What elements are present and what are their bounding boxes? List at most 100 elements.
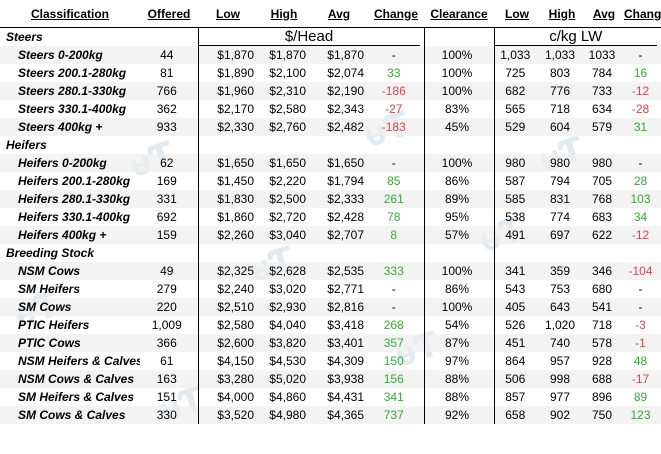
row-classification: NSM Heifers & Calves	[18, 354, 140, 368]
row-low-ckg: 585	[494, 190, 540, 208]
row-change-head: 33	[368, 64, 425, 82]
row-low-head: $2,600	[197, 334, 258, 352]
table-row: Heifers 0-200kg 62 $1,650 $1,650 $1,650-100%…	[0, 154, 661, 172]
row-change-head: 357	[368, 334, 425, 352]
section-header-row: Heifers	[0, 136, 661, 154]
row-avg-head: $2,535	[310, 262, 368, 280]
row-low-head: $1,860	[197, 208, 258, 226]
row-change-head: -186	[368, 82, 425, 100]
row-high-head: $3,020	[269, 282, 306, 296]
row-avg-head: $3,401	[310, 334, 368, 352]
row-offered: 81	[140, 64, 199, 82]
row-high-head: $2,628	[258, 262, 310, 280]
row-change-head: 261	[368, 190, 425, 208]
section-header-row: Steers $/Head c/kg LW	[0, 27, 661, 46]
col-header-clearance: Clearance	[424, 0, 494, 28]
row-change-head: 85	[368, 172, 425, 190]
row-high-ckg: 831	[540, 190, 584, 208]
section-spacer	[197, 244, 425, 262]
row-high-head: $4,860	[269, 390, 306, 404]
row-avg-head: $4,309	[327, 354, 364, 368]
row-avg-ckg: 622	[584, 226, 624, 244]
row-clearance: 88%	[424, 370, 495, 388]
col-header-high-ckg: High	[540, 0, 584, 28]
row-change-ckg: 48	[633, 354, 648, 368]
row-change-head: 150	[368, 352, 425, 370]
row-high-ckg: 359	[540, 262, 584, 280]
row-offered: 692	[140, 208, 199, 226]
col-header-avg-ckg: Avg	[584, 0, 624, 28]
row-low-head: $3,520	[197, 406, 258, 424]
row-high-ckg: 753	[549, 282, 571, 296]
table-row: NSM Heifers & Calves 61 $4,150 $4,530 $4,309…	[0, 352, 661, 370]
row-clearance: 83%	[424, 100, 495, 118]
col-header-change-ckg: Change	[624, 0, 661, 28]
row-low-head: $4,150	[197, 352, 258, 370]
row-avg-head: $1,650	[310, 154, 368, 172]
table-row: Heifers 200.1-280kg 169 $1,450 $2,220 $1,794…	[0, 172, 661, 190]
section-spacer	[140, 27, 199, 46]
row-clearance: 100%	[424, 46, 495, 64]
table-row: Steers 200.1-280kg 81 $1,890 $2,100 $2,074 33…	[0, 64, 661, 82]
section-header-row: Breeding Stock	[0, 244, 661, 262]
row-change-ckg: 34	[633, 210, 648, 224]
row-offered: 331	[140, 190, 199, 208]
row-high-head: $3,040	[258, 226, 310, 244]
row-change-ckg: -104	[624, 262, 661, 280]
row-high-head: $2,720	[269, 210, 306, 224]
row-clearance: 100%	[424, 262, 495, 280]
row-high-ckg: 718	[549, 102, 571, 116]
row-high-ckg: 604	[540, 118, 584, 136]
table-row: NSM Cows 49 $2,325 $2,628 $2,535 333 100% 341 35…	[0, 262, 661, 280]
row-high-head: $2,930	[258, 298, 310, 316]
row-high-ckg: 794	[549, 174, 571, 188]
row-low-ckg: 725	[505, 66, 526, 80]
table-body: Classification Offered Low High Avg Chan…	[0, 0, 661, 424]
section-spacer	[424, 136, 495, 154]
row-offered: 362	[140, 100, 199, 118]
row-high-head: $3,820	[258, 334, 310, 352]
table-row: Steers 330.1-400kg 362 $2,170 $2,580 $2,343-…	[0, 100, 661, 118]
table-row: Steers 280.1-330kg 766 $1,960 $2,310 $2,190-…	[0, 82, 661, 100]
row-classification: Heifers 330.1-400kg	[18, 210, 131, 224]
row-low-ckg: 506	[494, 370, 540, 388]
row-high-ckg: 776	[540, 82, 584, 100]
row-classification: Heifers 400kg +	[0, 226, 140, 244]
row-change-ckg: -	[624, 46, 661, 64]
row-change-ckg: -	[624, 154, 661, 172]
row-avg-head: $2,074	[327, 66, 364, 80]
row-low-ckg: 491	[494, 226, 540, 244]
row-low-ckg: 543	[505, 282, 526, 296]
row-clearance: 100%	[424, 64, 495, 82]
col-header-change: Change	[368, 0, 424, 28]
row-change-head: -183	[368, 118, 425, 136]
section-label: Breeding Stock	[6, 246, 95, 260]
section-spacer	[197, 136, 425, 154]
row-low-head: $1,960	[197, 82, 258, 100]
row-high-head: $1,650	[258, 154, 310, 172]
row-low-head: $1,890	[197, 64, 258, 82]
row-clearance: 97%	[424, 352, 495, 370]
row-high-ckg: 774	[549, 210, 571, 224]
price-report-table: Classification Offered Low High Avg Chan…	[0, 0, 661, 424]
row-high-ckg: 1,020	[544, 318, 576, 332]
row-change-head: 737	[368, 406, 425, 424]
row-avg-head: $2,816	[310, 298, 368, 316]
row-low-head: $2,170	[197, 100, 258, 118]
row-low-head: $1,450	[197, 172, 258, 190]
row-low-ckg: 526	[505, 318, 526, 332]
table-row: PTIC Cows 366 $2,600 $3,820 $3,401 357 87% 451 7…	[0, 334, 661, 352]
row-avg-ckg: 705	[591, 174, 613, 188]
row-avg-head: $2,707	[310, 226, 368, 244]
row-offered: 366	[140, 334, 199, 352]
row-offered: 220	[140, 298, 199, 316]
row-change-head: -	[368, 154, 425, 172]
col-header-classification: Classification	[0, 0, 140, 28]
row-high-ckg: 998	[540, 370, 584, 388]
row-offered: 1,009	[140, 316, 199, 334]
row-clearance: 89%	[424, 190, 495, 208]
row-low-ckg: 565	[505, 102, 526, 116]
row-change-ckg: 16	[633, 66, 648, 80]
row-classification: Steers 200.1-280kg	[18, 66, 127, 80]
